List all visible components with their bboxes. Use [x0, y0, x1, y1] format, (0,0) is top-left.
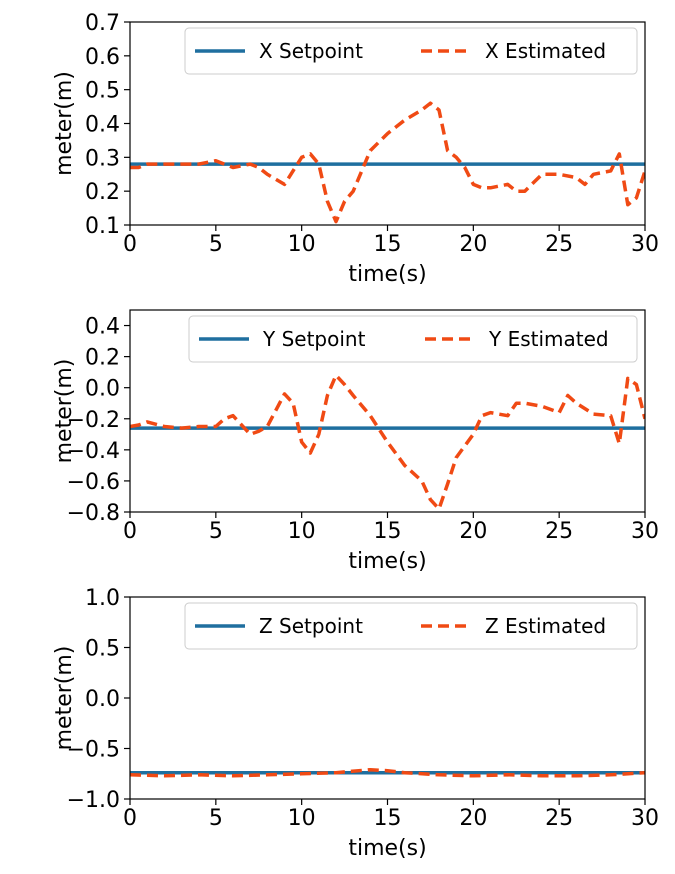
x-tick-label: 0	[123, 806, 137, 831]
y-axis-label: meter(m)	[52, 646, 77, 751]
x-tick-label: 10	[288, 806, 316, 831]
x-tick-label: 5	[209, 806, 223, 831]
x-tick-label: 25	[545, 232, 573, 257]
y-tick-label: 0.0	[85, 687, 120, 712]
x-tick-label: 5	[209, 519, 223, 544]
y-tick-label: 0.0	[85, 377, 120, 402]
y-tick-label: −0.4	[67, 439, 120, 464]
x-tick-label: 15	[374, 519, 402, 544]
legend-label-setpoint: Z Setpoint	[259, 614, 363, 638]
x-tick-label: 30	[631, 232, 659, 257]
x-tick-label: 0	[123, 519, 137, 544]
y-tick-label: 0.4	[85, 315, 120, 340]
x-tick-label: 10	[288, 519, 316, 544]
legend: Y Setpoint Y Estimated	[188, 315, 638, 363]
x-tick-label: 0	[123, 232, 137, 257]
x-tick-label: 15	[374, 806, 402, 831]
y-tick-label: 1.0	[85, 586, 120, 611]
y-tick-label: 0.3	[85, 146, 120, 171]
x-tick-label: 25	[545, 806, 573, 831]
y-tick-label: 0.1	[85, 214, 120, 239]
legend-label-estimated: X Estimated	[485, 39, 606, 63]
y-tick-label: 0.2	[85, 180, 120, 205]
series-line-estimated	[130, 101, 645, 224]
series-line-estimated	[130, 767, 645, 778]
y-tick-label: 0.7	[85, 11, 120, 36]
legend-label-setpoint: Y Setpoint	[262, 327, 366, 351]
x-axis-label: time(s)	[348, 836, 426, 861]
y-tick-label: 0.6	[85, 45, 120, 70]
x-tick-label: 15	[374, 232, 402, 257]
legend: Z Setpoint Z Estimated	[184, 602, 638, 650]
x-tick-label: 20	[459, 806, 487, 831]
y-axis-label: meter(m)	[52, 71, 77, 176]
y-tick-label: 0.2	[85, 346, 120, 371]
y-tick-label: −0.5	[67, 738, 120, 763]
y-tick-label: −0.6	[67, 470, 120, 495]
series-line-estimated	[130, 373, 645, 511]
x-tick-label: 20	[459, 519, 487, 544]
x-tick-label: 20	[459, 232, 487, 257]
y-tick-label: −1.0	[67, 788, 120, 813]
x-tick-label: 30	[631, 806, 659, 831]
y-tick-label: 0.5	[85, 79, 120, 104]
y-tick-label: −0.2	[67, 408, 120, 433]
x-tick-label: 25	[545, 519, 573, 544]
subplot-1: 0 5 10 15 20 25 30 0.1 0.2 0.3 0.4 0.5 0.6 0.7 time(s)…	[52, 11, 659, 287]
legend-label-setpoint: X Setpoint	[259, 39, 363, 63]
legend-label-estimated: Y Estimated	[488, 327, 609, 351]
x-tick-label: 30	[631, 519, 659, 544]
x-tick-label: 10	[288, 232, 316, 257]
x-tick-label: 5	[209, 232, 223, 257]
subplot-3: 0 5 10 15 20 25 30 −1.0 −0.5 0.0 0.5 1.0 time(s) mete…	[52, 586, 659, 861]
y-tick-label: 0.5	[85, 637, 120, 662]
x-axis-label: time(s)	[348, 549, 426, 574]
y-tick-label: 0.4	[85, 113, 120, 138]
y-axis-label: meter(m)	[52, 359, 77, 464]
legend-label-estimated: Z Estimated	[485, 614, 606, 638]
y-tick-label: −0.8	[67, 501, 120, 526]
subplot-2: 0 5 10 15 20 25 30 −0.8 −0.6 −0.4 −0.2 0.0 0.2 0.4 tim…	[52, 309, 659, 574]
legend: X Setpoint X Estimated	[184, 27, 638, 75]
x-axis-label: time(s)	[348, 262, 426, 287]
